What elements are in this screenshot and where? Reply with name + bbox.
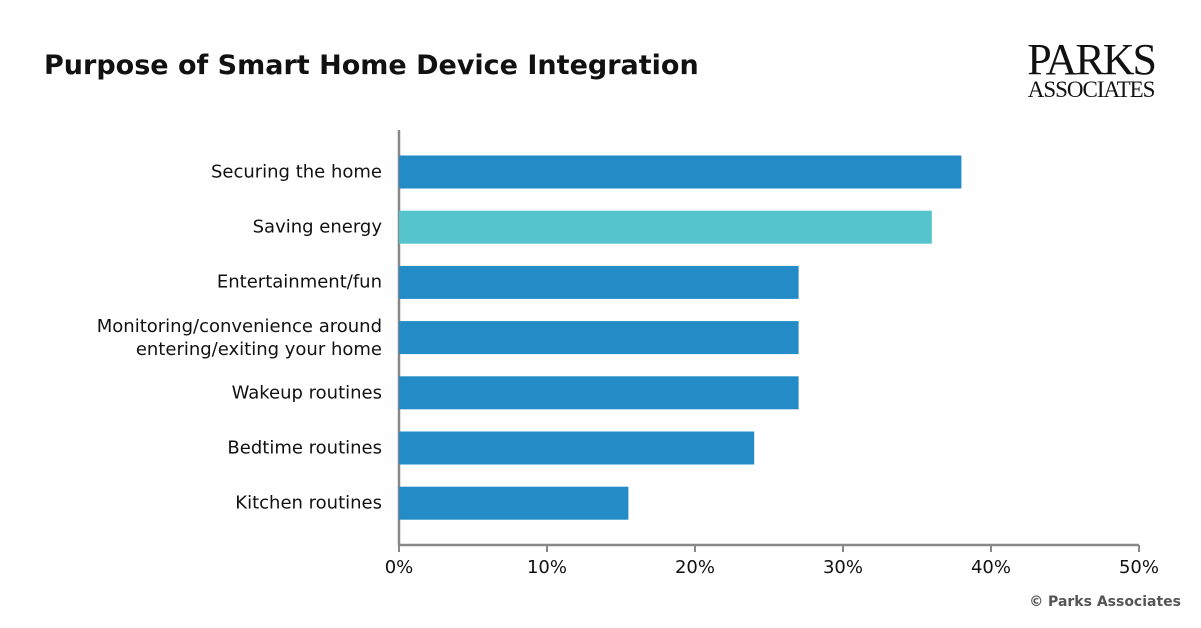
y-tick-label: Wakeup routines <box>231 382 382 404</box>
y-tick-label: Monitoring/convenience around entering/e… <box>96 315 382 360</box>
x-tick-label: 40% <box>971 557 1011 578</box>
x-tick-label: 0% <box>385 557 414 578</box>
x-tick-label: 50% <box>1119 557 1159 578</box>
logo-line: ASSOCIATES <box>1027 76 1156 102</box>
x-tick-label: 20% <box>675 557 715 578</box>
bar <box>399 321 799 355</box>
y-tick-label: Entertainment/fun <box>216 271 382 293</box>
source: © Parks Associates <box>1029 594 1181 610</box>
x-tick-label: 10% <box>527 557 567 578</box>
logo-line: PARKS <box>1027 35 1157 84</box>
bar <box>399 431 755 465</box>
y-tick-label: Saving energy <box>252 216 382 238</box>
y-tick-label: Securing the home <box>210 161 382 183</box>
logo: PARKS ASSOCIATES <box>1027 35 1157 102</box>
y-tick-label: Bedtime routines <box>227 437 382 459</box>
bar <box>399 265 799 299</box>
bar <box>399 155 962 189</box>
x-tick-label: 30% <box>823 557 863 578</box>
bar <box>399 210 932 244</box>
bar <box>399 486 629 520</box>
chart-title: Purpose of Smart Home Device Integration <box>44 50 699 81</box>
y-tick-label: Kitchen routines <box>235 492 382 514</box>
bar <box>399 376 799 410</box>
